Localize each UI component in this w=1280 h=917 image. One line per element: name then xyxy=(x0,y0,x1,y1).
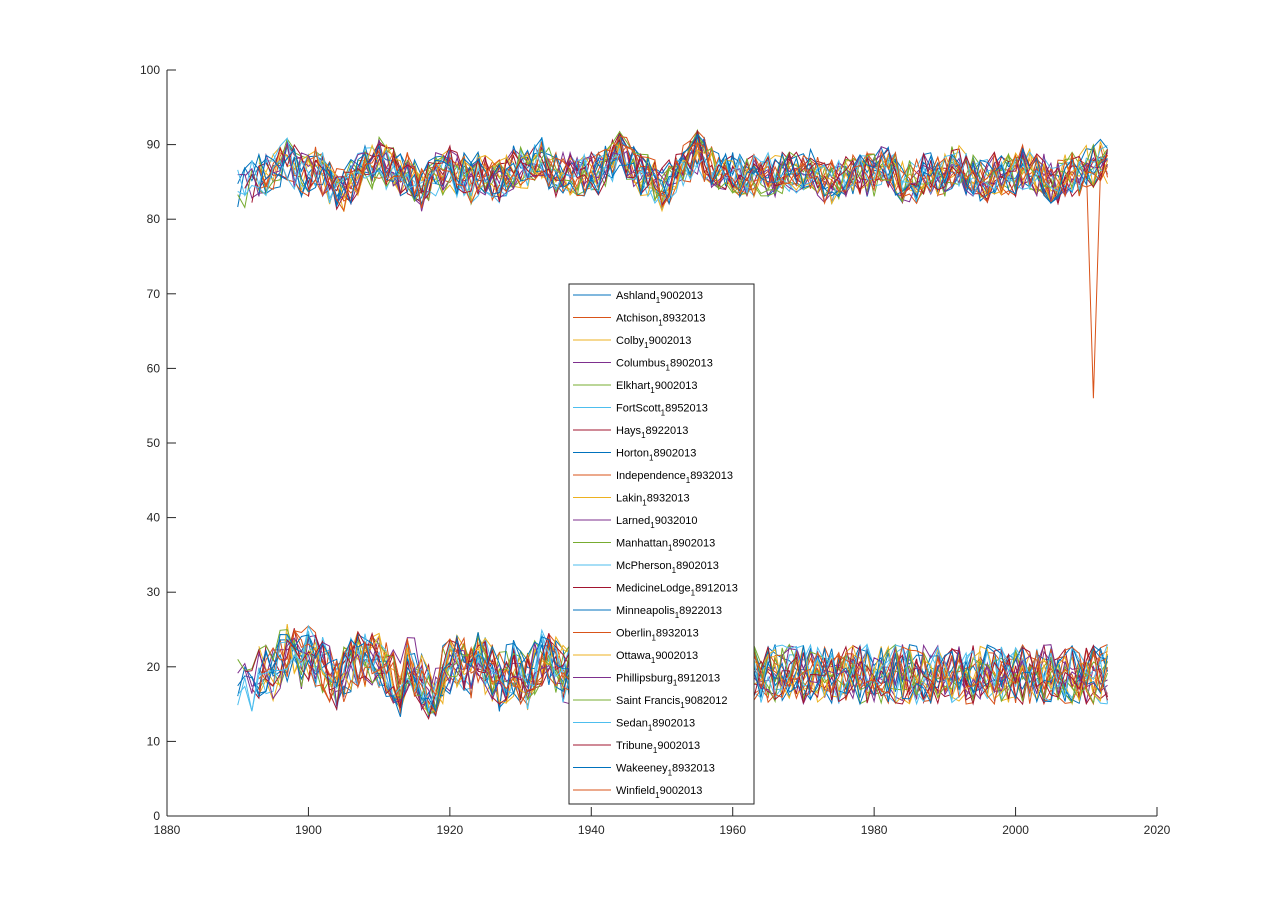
legend-item: Manhattan18902013 xyxy=(573,538,715,553)
legend-label: FortScott18952013 xyxy=(616,403,708,418)
y-tick-label: 80 xyxy=(147,212,161,226)
y-tick-label: 40 xyxy=(147,511,161,525)
legend-label: Tribune19002013 xyxy=(616,740,700,755)
legend-item: Saint Francis19082012 xyxy=(573,695,727,710)
legend-label: Saint Francis19082012 xyxy=(616,695,727,710)
legend-item: Elkhart19002013 xyxy=(573,380,698,395)
legend-item: Atchison18932013 xyxy=(573,313,705,328)
y-tick-label: 90 xyxy=(147,138,161,152)
legend-label: Winfield19002013 xyxy=(616,785,702,800)
legend-label: Atchison18932013 xyxy=(616,313,705,328)
legend-label: Ashland19002013 xyxy=(616,290,703,305)
legend-item: Winfield19002013 xyxy=(573,785,702,800)
x-tick-label: 1980 xyxy=(861,823,888,837)
series-line-winfield-high xyxy=(307,135,1108,212)
legend-label: Independence18932013 xyxy=(616,470,733,485)
y-tick-label: 100 xyxy=(140,63,160,77)
legend-item: Columbus18902013 xyxy=(573,358,713,373)
y-tick-label: 30 xyxy=(147,585,161,599)
legend-label: Manhattan18902013 xyxy=(616,538,715,553)
legend-label: Larned19032010 xyxy=(616,515,698,530)
legend-label: Phillipsburg18912013 xyxy=(616,673,720,688)
legend-item: Tribune19002013 xyxy=(573,740,700,755)
y-tick-label: 50 xyxy=(147,436,161,450)
series-line-wakeeney-high xyxy=(258,133,1108,208)
x-tick-label: 1960 xyxy=(719,823,746,837)
legend-item: Phillipsburg18912013 xyxy=(573,673,720,688)
legend-label: Ottawa19002013 xyxy=(616,650,698,665)
legend-box xyxy=(568,283,755,805)
y-tick-label: 20 xyxy=(147,660,161,674)
legend-label: MedicineLodge18912013 xyxy=(616,583,738,598)
axes: 1880 1900 1920 1940 1960 1980 2000 2020 0 10 20 30 4… xyxy=(140,63,1171,837)
legend-label: Wakeeney18932013 xyxy=(616,763,715,778)
y-tick-label: 0 xyxy=(153,809,160,823)
legend-label: Minneapolis18922013 xyxy=(616,605,722,620)
x-tick-label: 2020 xyxy=(1144,823,1171,837)
legend-item: Larned19032010 xyxy=(573,515,698,530)
y-tick-label: 60 xyxy=(147,361,161,375)
legend-item: McPherson18902013 xyxy=(573,560,719,575)
legend-label: Columbus18902013 xyxy=(616,358,713,373)
legend-item: Oberlin18932013 xyxy=(573,628,699,643)
legend-label: Sedan18902013 xyxy=(616,718,695,733)
legend: Ashland19002013 Atchison18932013 Colby1900… xyxy=(568,283,755,805)
x-tick-label: 1920 xyxy=(437,823,464,837)
legend-item: Independence18932013 xyxy=(573,470,733,485)
series-line-tribune-high xyxy=(307,130,1108,207)
legend-item: Colby19002013 xyxy=(573,335,691,350)
legend-item: Minneapolis18922013 xyxy=(573,605,722,620)
legend-item: Hays18922013 xyxy=(573,425,688,440)
legend-label: Elkhart19002013 xyxy=(616,380,698,395)
legend-label: Colby19002013 xyxy=(616,335,691,350)
legend-item: Horton18902013 xyxy=(573,448,696,463)
legend-label: Lakin18932013 xyxy=(616,493,690,508)
x-tick-label: 2000 xyxy=(1002,823,1029,837)
y-tick-label: 10 xyxy=(147,734,161,748)
legend-label: Hays18922013 xyxy=(616,425,688,440)
legend-item: FortScott18952013 xyxy=(573,403,708,418)
x-tick-label: 1900 xyxy=(295,823,322,837)
legend-label: Oberlin18932013 xyxy=(616,628,699,643)
legend-item: Lakin18932013 xyxy=(573,493,690,508)
legend-item: Ashland19002013 xyxy=(573,290,703,305)
legend-label: Horton18902013 xyxy=(616,448,696,463)
legend-label: McPherson18902013 xyxy=(616,560,719,575)
legend-item: Sedan18902013 xyxy=(573,718,695,733)
legend-item: Ottawa19002013 xyxy=(573,650,698,665)
legend-item: MedicineLodge18912013 xyxy=(573,583,738,598)
x-tick-label: 1940 xyxy=(578,823,605,837)
legend-item: Wakeeney18932013 xyxy=(573,763,715,778)
x-tick-label: 1880 xyxy=(154,823,181,837)
series-line-medicinelodge-high xyxy=(244,132,1108,206)
y-tick-label: 70 xyxy=(147,287,161,301)
